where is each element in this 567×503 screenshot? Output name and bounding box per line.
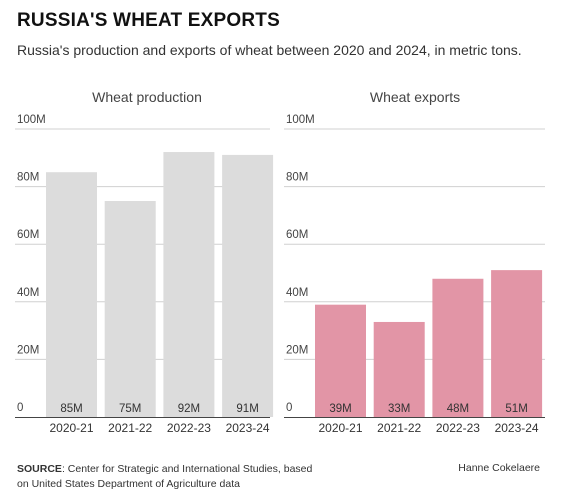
exports-value-label: 39M: [329, 403, 351, 415]
production-category-label: 2021-22: [108, 421, 152, 435]
exports-ytick-label: 100M: [286, 114, 315, 126]
exports-category-label: 2023-24: [495, 421, 539, 435]
production-value-label: 92M: [178, 403, 200, 415]
production-value-label: 91M: [236, 403, 258, 415]
source-label: SOURCE: [17, 463, 62, 475]
production-ytick-label: 80M: [17, 172, 39, 184]
exports-category-label: 2022-23: [436, 421, 480, 435]
production-ytick-label: 20M: [17, 344, 39, 356]
production-chart-title: Wheat production: [92, 89, 202, 105]
exports-ytick-label: 40M: [286, 287, 308, 299]
source-text: : Center for Strategic and International…: [17, 463, 313, 490]
production-ytick-label: 0: [17, 402, 23, 414]
exports-value-label: 48M: [447, 403, 469, 415]
exports-ytick-label: 60M: [286, 229, 308, 241]
production-bar: [222, 154, 274, 418]
production-ytick-label: 100M: [17, 114, 46, 126]
exports-chart-title: Wheat exports: [370, 89, 460, 105]
production-bar: [46, 172, 97, 417]
production-ytick-label: 60M: [17, 229, 39, 241]
production-value-label: 85M: [60, 403, 82, 415]
production-ytick-label: 40M: [17, 287, 39, 299]
exports-ytick-label: 80M: [286, 172, 308, 184]
page-subtitle: Russia's production and exports of wheat…: [17, 42, 522, 58]
exports-bar: [315, 304, 366, 417]
source-note: SOURCE: Center for Strategic and Interna…: [17, 462, 317, 492]
exports-ytick-label: 20M: [286, 344, 308, 356]
exports-bar: [491, 270, 543, 417]
exports-category-label: 2020-21: [318, 421, 362, 435]
production-bar: [163, 152, 215, 418]
author-credit: Hanne Cokelaere: [458, 462, 540, 474]
production-chart: Wheat production 0 20M 40M 60M 80M 100M 85M 2020…: [15, 89, 274, 435]
exports-chart: Wheat exports 0 20M 40M 60M 80M 100M 39M 2020-21…: [284, 89, 545, 435]
production-category-label: 2020-21: [49, 421, 93, 435]
exports-bar: [373, 321, 425, 417]
exports-value-label: 51M: [505, 403, 527, 415]
exports-value-label: 33M: [388, 403, 410, 415]
exports-ytick-label: 0: [286, 402, 292, 414]
production-category-label: 2023-24: [226, 421, 270, 435]
page-title: RUSSIA'S WHEAT EXPORTS: [17, 10, 280, 31]
production-bar: [104, 201, 156, 417]
exports-category-label: 2021-22: [377, 421, 421, 435]
exports-bar: [432, 278, 484, 417]
production-value-label: 75M: [119, 403, 141, 415]
production-category-label: 2022-23: [167, 421, 211, 435]
